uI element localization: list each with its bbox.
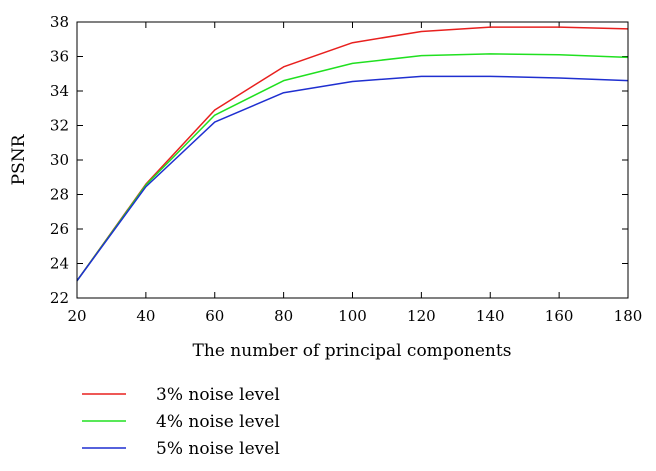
y-tick-label: 28 xyxy=(50,186,69,204)
legend: 3% noise level 4% noise level 5% noise lev… xyxy=(82,385,280,459)
x-tick-label: 60 xyxy=(205,307,224,325)
legend-label-1: 3% noise level xyxy=(156,385,280,405)
y-tick-label: 32 xyxy=(50,117,69,135)
y-tick-label: 24 xyxy=(50,255,69,273)
y-tick-label: 34 xyxy=(50,82,69,100)
legend-label-2: 4% noise level xyxy=(156,412,280,432)
x-tick-label: 20 xyxy=(67,307,86,325)
series-line-3 xyxy=(76,75,629,282)
y-axis-title: PSNR xyxy=(9,133,29,185)
legend-label-3: 5% noise level xyxy=(156,439,280,459)
x-tick-label: 100 xyxy=(338,307,367,325)
y-tick-label: 38 xyxy=(50,13,69,31)
x-axis-title: The number of principal components xyxy=(193,341,512,361)
x-tick-label: 80 xyxy=(274,307,293,325)
y-tick-label: 36 xyxy=(50,48,69,66)
ticks-layer: 22 24 26 28 30 32 34 36 38 20 40 60 80 100 120 140 160 18… xyxy=(50,13,642,325)
x-tick-label: 140 xyxy=(476,307,505,325)
series-line-2 xyxy=(76,53,629,282)
x-tick-label: 160 xyxy=(545,307,574,325)
x-tick-label: 120 xyxy=(407,307,436,325)
series-layer xyxy=(76,26,629,282)
x-tick-label: 180 xyxy=(614,307,643,325)
x-tick-label: 40 xyxy=(136,307,155,325)
plot-frame xyxy=(76,21,629,299)
y-tick-label: 22 xyxy=(50,289,69,307)
y-tick-label: 26 xyxy=(50,220,69,238)
series-line-1 xyxy=(76,26,629,282)
y-tick-label: 30 xyxy=(50,151,69,169)
